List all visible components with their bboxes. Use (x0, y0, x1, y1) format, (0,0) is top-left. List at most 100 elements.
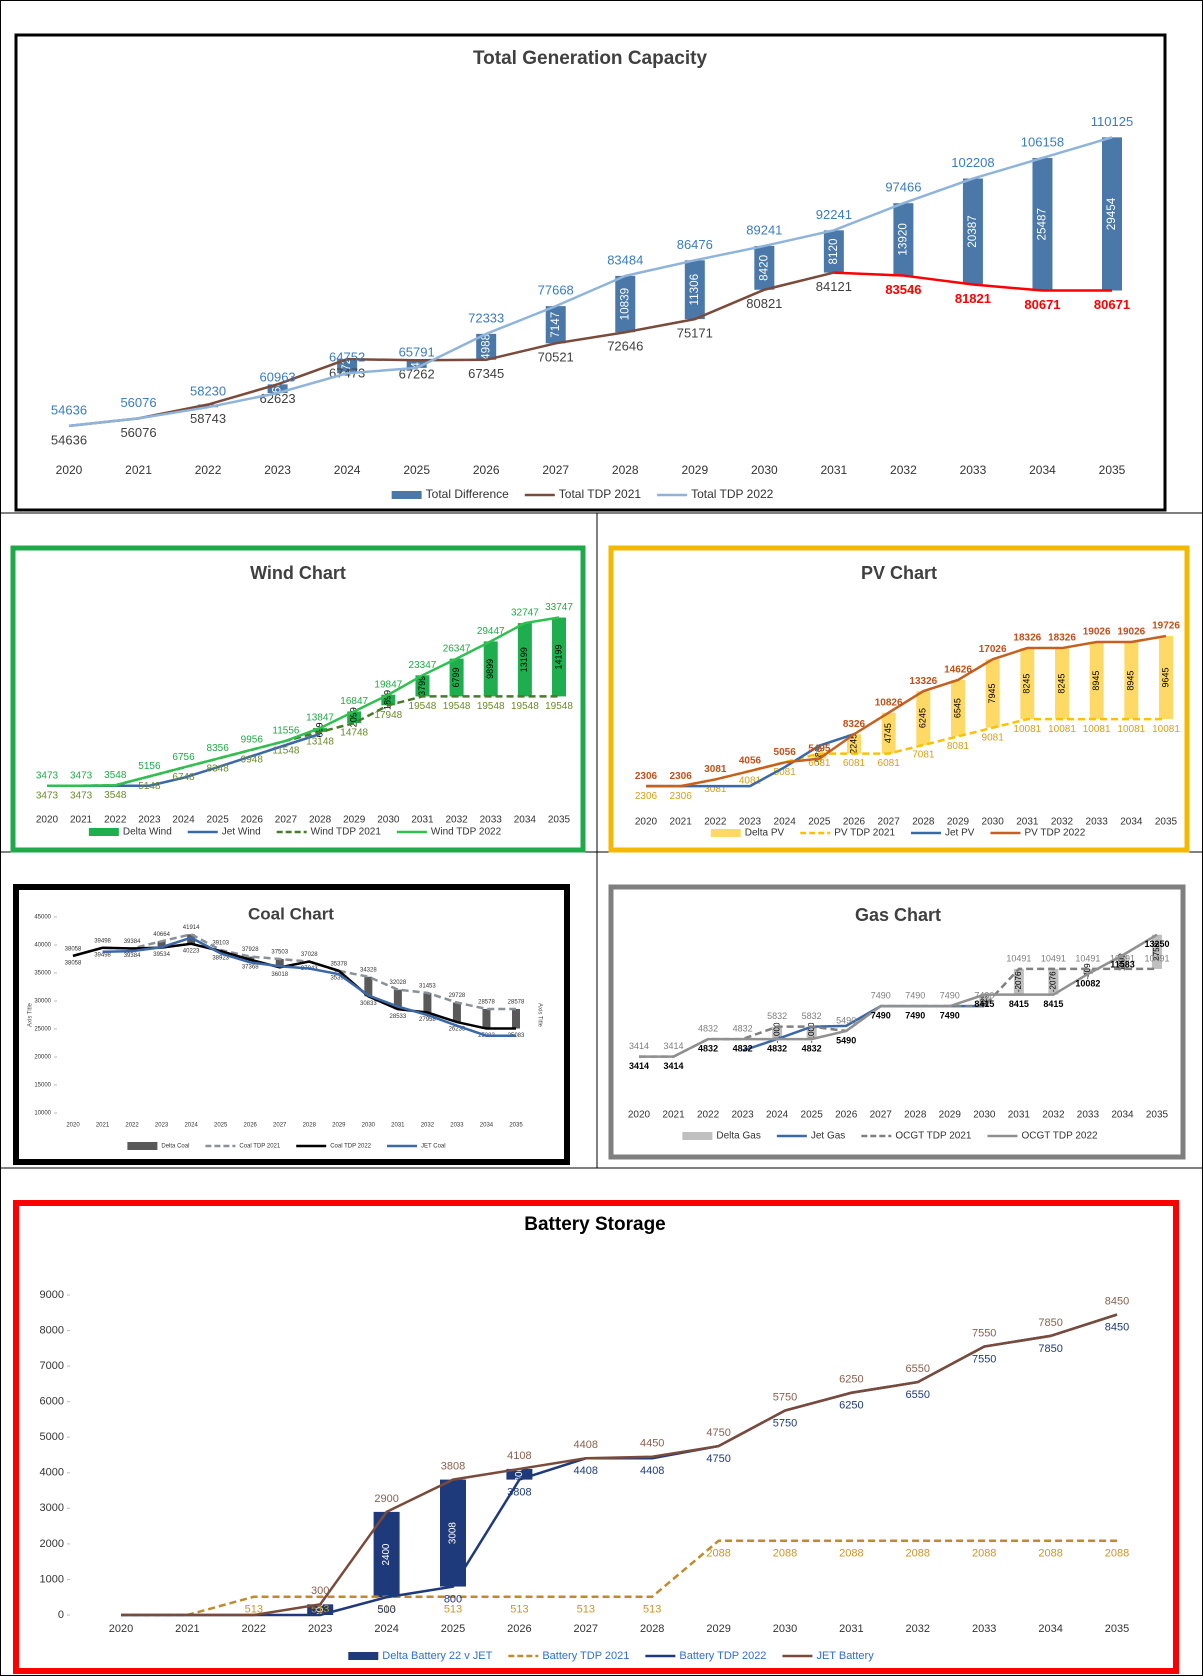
data-label: 26233 (449, 1027, 466, 1033)
bar (364, 976, 373, 997)
bar (772, 1026, 783, 1040)
x-tick-label: 2024 (334, 463, 361, 477)
x-tick-label: 2027 (574, 1623, 598, 1635)
legend-swatch (88, 828, 119, 836)
data-label: 8326 (843, 719, 866, 730)
x-tick-label: 2023 (264, 463, 291, 477)
x-tick-label: 2028 (640, 1623, 664, 1635)
legend-label: OCGT TDP 2021 (895, 1131, 972, 1142)
line (68, 136, 1113, 428)
bar (1102, 137, 1122, 291)
legend-label: JET Battery (816, 1650, 874, 1662)
data-label: 5495 (808, 743, 831, 754)
bar-label: 25487 (1036, 208, 1049, 241)
data-label: 3081 (704, 764, 727, 775)
x-tick-label: 2020 (66, 1123, 80, 1129)
bar-label: 2759 (1152, 942, 1161, 961)
data-label: 2306 (670, 791, 693, 802)
x-tick-label: 2024 (374, 1623, 398, 1635)
line (646, 717, 1166, 788)
bar (381, 694, 396, 706)
bar-label: 3799 (417, 676, 427, 696)
data-label: 10081 (1013, 724, 1041, 735)
bar (423, 992, 432, 1013)
legend-label: Delta PV (745, 828, 785, 839)
bar-label: 14199 (553, 644, 563, 669)
bar-label: -1000 (772, 1022, 781, 1043)
x-tick-label: 2022 (242, 1623, 266, 1635)
panel-frame (608, 884, 1186, 1160)
bar-label: 9645 (1160, 668, 1170, 688)
bar-label: 11306 (688, 274, 701, 306)
legend-label: Coal TDP 2021 (239, 1144, 280, 1150)
data-label: 10491 (1075, 953, 1100, 963)
bar-label: 8245 (1056, 674, 1066, 694)
data-label: 7490 (905, 1010, 925, 1020)
x-tick-label: 2033 (972, 1623, 996, 1635)
data-label: 80821 (746, 296, 782, 311)
bar (1048, 968, 1059, 995)
data-label: 19548 (545, 701, 573, 712)
data-label: 14626 (944, 665, 972, 676)
data-label: 10082 (1075, 978, 1100, 988)
x-tick-label: 2024 (172, 815, 195, 826)
line (121, 1539, 1117, 1617)
data-label: 7550 (972, 1327, 996, 1339)
x-tick-label: 2034 (1111, 1110, 1134, 1121)
y-tick-label: 25000 (34, 1027, 51, 1033)
bar (881, 712, 896, 754)
data-label: 11548 (272, 745, 300, 756)
bar (806, 1026, 817, 1040)
data-label: 3473 (36, 790, 59, 801)
bar-label: 300 (514, 1466, 525, 1483)
x-tick-label: 2024 (184, 1123, 198, 1129)
data-label: 37503 (271, 950, 288, 956)
data-label: 26347 (443, 643, 471, 654)
bar-label: 9899 (485, 659, 495, 679)
x-tick-label: 2024 (766, 1110, 789, 1121)
x-tick-label: 2020 (36, 815, 59, 826)
data-label: 38923 (212, 956, 229, 962)
y-tick-label: 15000 (34, 1083, 51, 1089)
data-label: 6250 (839, 1374, 863, 1386)
bar (275, 958, 284, 968)
bar-label: 20387 (966, 215, 979, 248)
data-label: 4750 (706, 1453, 730, 1465)
x-tick-label: 2032 (445, 815, 468, 826)
bar-label: 8945 (1126, 671, 1136, 691)
data-label: 6756 (172, 752, 195, 763)
data-label: 5148 (138, 781, 161, 792)
bar (615, 275, 636, 333)
data-label: 33747 (545, 602, 573, 613)
bar (1032, 157, 1053, 291)
data-label: 102208 (951, 155, 994, 170)
x-tick-label: 2035 (1105, 1623, 1129, 1635)
data-label: 10081 (1083, 724, 1111, 735)
data-label: 58743 (190, 411, 226, 426)
data-label: 19026 (1117, 627, 1145, 638)
x-tick-label: 2022 (704, 817, 727, 828)
x-tick-label: 2024 (774, 817, 797, 828)
data-label: 3414 (664, 1061, 684, 1071)
bar (985, 659, 1000, 728)
data-label: 40664 (153, 932, 170, 938)
x-tick-label: 2028 (303, 1123, 317, 1129)
data-label: 5490 (836, 1035, 856, 1045)
x-tick-label: 2025 (801, 1110, 824, 1121)
data-label: 7850 (1038, 1317, 1062, 1329)
data-label: 39534 (153, 952, 170, 958)
line (833, 271, 1112, 292)
data-label: 10826 (875, 697, 903, 708)
x-tick-label: 2030 (751, 463, 778, 477)
y2-axis-title: Axis Title (536, 1003, 542, 1028)
x-tick-label: 2027 (275, 815, 298, 826)
data-label: 2088 (906, 1548, 930, 1560)
data-label: 110125 (1091, 114, 1133, 129)
panel-frame (14, 33, 1167, 512)
data-label: 64752 (329, 350, 365, 365)
x-tick-label: 2032 (906, 1623, 930, 1635)
x-tick-label: 2022 (697, 1110, 720, 1121)
data-label: 37368 (242, 964, 259, 970)
data-label: 39498 (94, 952, 111, 958)
